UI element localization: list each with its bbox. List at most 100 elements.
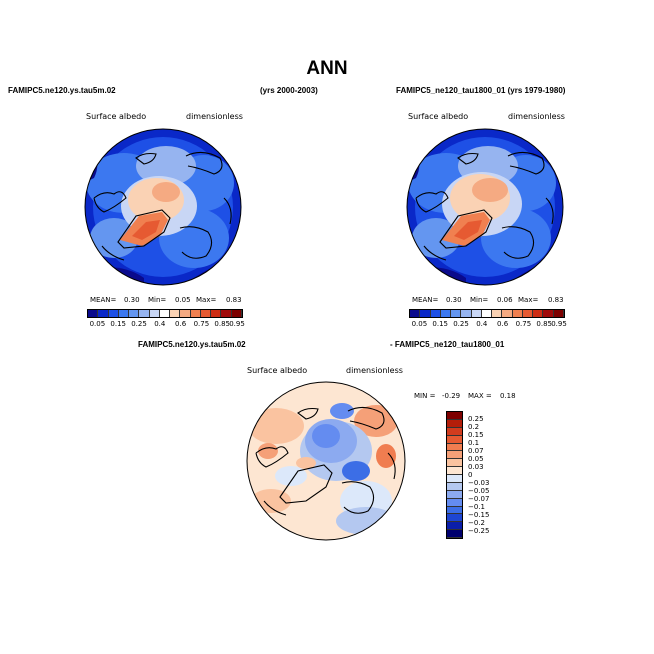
colorbar-top-right [409,309,565,318]
colorbar-tick: 0.2 [468,423,480,431]
albedo-map-top-left [84,128,242,286]
colorbar-swatch [447,475,462,483]
colorbar-swatch [420,310,431,317]
colorbar-tick: −0.03 [468,479,490,487]
colorbar-swatch [447,435,462,444]
colorbar-swatch [512,310,523,317]
colorbar-tick: 0.4 [476,320,488,328]
field-label-top-right: Surface albedo [408,112,469,121]
colorbar-tick: 0.25 [453,320,469,328]
colorbar-tick: 0.95 [229,320,245,328]
colorbar-tick: −0.15 [468,511,490,519]
diff-min-value: -0.29 [442,392,461,400]
colorbar-swatch [543,310,554,317]
colorbar-swatch [129,310,140,317]
colorbar-top-left [87,309,243,318]
units-label-top-right: dimensionless [508,112,565,121]
colorbar-swatch [440,310,452,317]
colorbar-swatch [98,310,109,317]
colorbar-swatch [200,310,212,317]
colorbar-swatch [170,310,181,317]
colorbar-difference-ticks: 0.25 0.2 0.15 0.1 0.07 0.05 0.03 0 −0.03… [468,411,508,539]
colorbar-swatch [522,310,534,317]
colorbar-tick: 0.75 [515,320,532,328]
colorbar-swatch [139,310,150,317]
max-label-top-left: Max= [196,296,217,304]
colorbar-tick: 0.95 [551,320,567,328]
colorbar-tick: 0.75 [193,320,210,328]
colorbar-tick: 0.07 [468,447,484,455]
colorbar-tick: 0.1 [468,439,480,447]
field-label-top-left: Surface albedo [86,112,147,121]
case-label-top-right: FAMIPC5_ne120_tau1800_01 (yrs 1979-1980) [396,86,566,95]
colorbar-swatch [430,310,441,317]
colorbar-tick: 0 [468,471,473,479]
colorbar-swatch [118,310,130,317]
colorbar-tick: −0.05 [468,487,490,495]
diff-min-label: MIN = [414,392,436,400]
colorbar-swatch [447,514,462,523]
mean-value-top-right: 0.30 [446,296,462,304]
colorbar-swatch [451,310,462,317]
colorbar-swatch [447,522,462,531]
colorbar-swatch [231,310,242,317]
max-label-top-right: Max= [518,296,539,304]
colorbar-swatch [471,310,482,317]
colorbar-swatch [108,310,119,317]
colorbar-swatch [447,482,462,491]
colorbar-difference [446,411,463,539]
colorbar-tick: 0.05 [411,320,428,328]
colorbar-swatch [447,467,462,475]
min-label-top-right: Min= [470,296,489,304]
diff-max-value: 0.18 [500,392,516,400]
min-value-top-right: 0.06 [497,296,513,304]
colorbar-swatch [221,310,232,317]
colorbar-swatch [461,310,472,317]
plot-title: ANN [306,58,348,79]
colorbar-swatch [447,498,462,507]
colorbar-tick: 0.6 [175,320,187,328]
colorbar-tick: −0.07 [468,495,490,503]
colorbar-swatch [159,310,171,317]
colorbar-swatch [447,443,462,452]
colorbar-tick: 0.6 [497,320,509,328]
albedo-map-top-right [406,128,564,286]
colorbar-ticks-top-right: 0.05 0.15 0.25 0.4 0.6 0.75 0.85 0.95 [409,320,567,330]
colorbar-swatch [447,427,462,436]
colorbar-tick: −0.25 [468,527,490,535]
colorbar-ticks-top-left: 0.05 0.15 0.25 0.4 0.6 0.75 0.85 0.95 [87,320,245,330]
colorbar-swatch [502,310,513,317]
colorbar-swatch [533,310,544,317]
diff-max-label: MAX = [468,392,492,400]
max-value-top-right: 0.83 [548,296,564,304]
colorbar-tick: −0.1 [468,503,485,511]
mean-label-top-right: MEAN= [412,296,439,304]
colorbar-swatch [481,310,493,317]
colorbar-swatch [149,310,160,317]
colorbar-tick: −0.2 [468,519,485,527]
colorbar-swatch [553,310,564,317]
colorbar-tick: 0.4 [154,320,166,328]
colorbar-swatch [447,412,462,420]
colorbar-tick: 0.85 [536,320,552,328]
units-label-top-left: dimensionless [186,112,243,121]
colorbar-swatch [447,451,462,460]
min-value-top-left: 0.05 [175,296,191,304]
colorbar-tick: 0.03 [468,463,484,471]
case-label-top-left: FAMIPC5.ne120.ys.tau5m.02 [8,86,116,95]
colorbar-tick: 0.25 [468,415,484,423]
colorbar-tick: 0.05 [468,455,484,463]
mean-value-top-left: 0.30 [124,296,140,304]
colorbar-swatch [88,310,99,317]
albedo-difference-map [246,381,406,541]
colorbar-swatch [492,310,503,317]
colorbar-tick: 0.05 [89,320,106,328]
mean-label-top-left: MEAN= [90,296,117,304]
colorbar-swatch [180,310,191,317]
min-label-top-left: Min= [148,296,167,304]
colorbar-swatch [410,310,421,317]
max-value-top-left: 0.83 [226,296,242,304]
colorbar-tick: 0.25 [131,320,147,328]
colorbar-tick: 0.85 [214,320,230,328]
units-label-diff: dimensionless [346,366,403,375]
